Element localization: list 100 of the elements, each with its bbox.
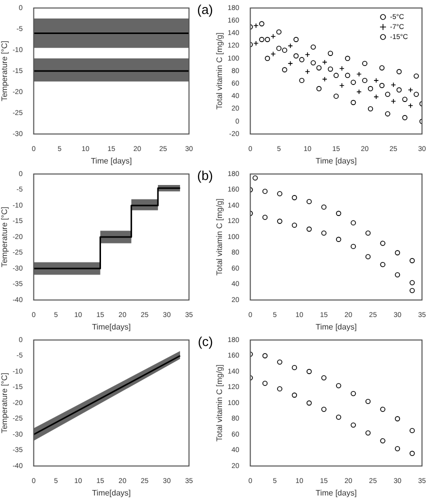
y-axis-title: Total vitamin C [mg/g]	[215, 198, 224, 276]
point	[402, 115, 408, 120]
x-axis-title: Time [days]	[90, 156, 132, 166]
point	[394, 250, 400, 256]
point	[262, 214, 268, 220]
point	[410, 288, 415, 294]
text: (b)	[197, 168, 213, 184]
point	[365, 430, 371, 436]
point	[306, 226, 312, 232]
point	[321, 406, 326, 412]
point	[350, 244, 356, 250]
x-axis-title: Time [days]	[316, 488, 357, 498]
point	[282, 48, 288, 53]
point	[276, 46, 282, 51]
point	[310, 44, 316, 50]
point	[410, 450, 415, 456]
point	[293, 53, 299, 58]
point	[336, 383, 342, 388]
point	[264, 36, 270, 42]
x-axis-title: Time [days]	[316, 156, 357, 166]
point	[379, 82, 385, 88]
x-axis-title: Time [days]	[316, 322, 357, 332]
point	[362, 60, 368, 66]
point	[379, 65, 385, 70]
point	[277, 359, 282, 365]
point	[339, 82, 344, 88]
point	[321, 375, 326, 380]
text: (a)	[197, 2, 213, 18]
point	[328, 66, 334, 72]
point	[259, 36, 264, 42]
point	[380, 406, 386, 412]
point	[380, 438, 386, 444]
point	[396, 69, 402, 74]
point	[282, 67, 288, 72]
point	[316, 86, 322, 92]
point	[365, 398, 371, 404]
point	[380, 240, 386, 246]
x-axis-title: Time[days]	[92, 322, 131, 332]
point	[299, 57, 304, 62]
point	[410, 280, 415, 286]
point	[334, 72, 339, 78]
point	[277, 386, 282, 392]
y-axis-title: Total vitamin C [mg/g]	[215, 32, 224, 110]
point	[292, 364, 298, 370]
point	[292, 222, 298, 228]
point	[292, 195, 298, 200]
y-axis-title: Temperature [°C]	[0, 40, 10, 102]
y-axis-title: Temperature [°C]	[0, 206, 10, 268]
point	[394, 272, 400, 278]
point	[350, 390, 356, 396]
point	[336, 210, 342, 216]
point	[293, 36, 299, 42]
point	[410, 258, 415, 264]
point	[350, 80, 356, 85]
x-axis-title: Time[days]	[92, 488, 131, 498]
point	[259, 21, 264, 26]
point	[299, 78, 304, 84]
point	[262, 380, 268, 386]
point	[396, 87, 402, 92]
point	[365, 230, 371, 236]
point	[277, 191, 282, 196]
point	[368, 106, 374, 112]
point	[328, 50, 334, 56]
point	[306, 400, 312, 406]
point	[277, 218, 282, 224]
point	[350, 422, 356, 428]
point	[336, 414, 342, 420]
point	[316, 65, 322, 70]
point	[385, 111, 390, 116]
point	[344, 56, 350, 61]
point	[402, 96, 408, 102]
point	[336, 236, 342, 242]
point	[414, 73, 419, 79]
point	[410, 428, 415, 434]
point	[365, 254, 371, 260]
point	[350, 220, 356, 226]
point	[394, 416, 400, 422]
point	[292, 392, 298, 398]
point	[321, 230, 326, 236]
point	[380, 262, 386, 268]
point	[306, 198, 312, 204]
point	[414, 92, 419, 97]
text: (c)	[198, 334, 213, 350]
point	[262, 353, 268, 358]
point	[385, 92, 390, 97]
y-axis-title: Total vitamin C [mg/g]	[215, 364, 224, 442]
point	[264, 56, 270, 61]
point	[252, 175, 258, 181]
point	[394, 446, 400, 452]
point	[310, 60, 316, 66]
point	[344, 72, 350, 78]
point	[368, 86, 374, 92]
point	[262, 188, 268, 194]
point	[334, 94, 339, 99]
y-axis-title: Temperature [°C]	[0, 372, 10, 434]
point	[339, 66, 344, 72]
point	[321, 204, 326, 210]
point	[306, 368, 312, 374]
point	[276, 29, 282, 35]
point	[362, 78, 368, 84]
